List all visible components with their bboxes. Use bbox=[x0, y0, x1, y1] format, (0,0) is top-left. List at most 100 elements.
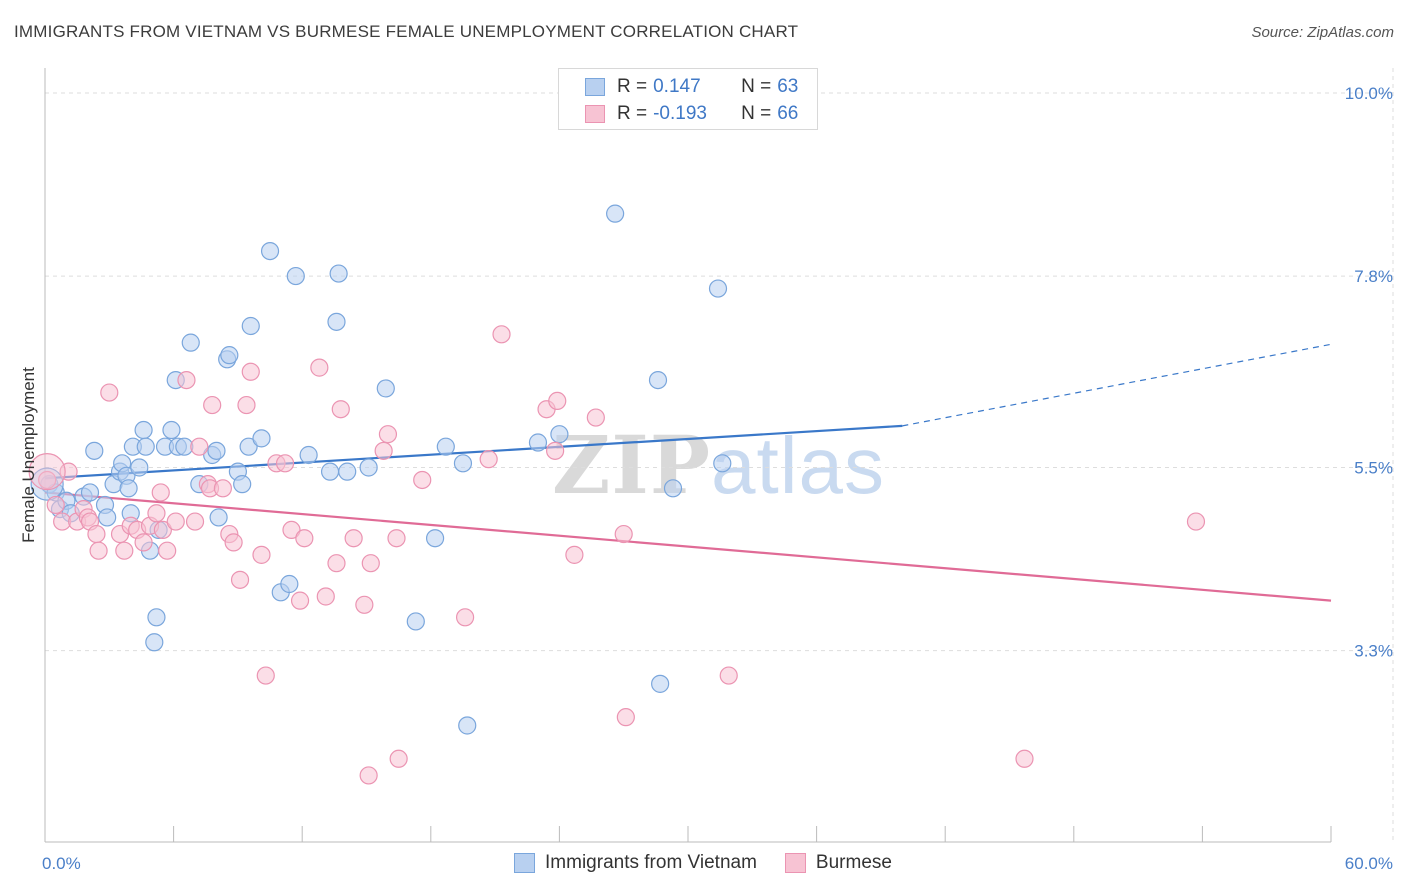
data-point bbox=[275, 454, 295, 473]
data-point bbox=[614, 524, 633, 544]
data-point bbox=[290, 591, 310, 610]
data-point bbox=[565, 545, 584, 564]
trend-line-burmese bbox=[44, 491, 1332, 602]
data-point bbox=[89, 541, 108, 560]
data-point bbox=[153, 520, 172, 540]
trend-line-vietnam bbox=[44, 424, 903, 480]
legend-swatch-vietnam bbox=[585, 78, 605, 96]
legend-n-label: N = bbox=[741, 76, 772, 97]
axes bbox=[44, 68, 1332, 843]
data-point bbox=[1186, 512, 1206, 531]
x-tick-label: 60.0% bbox=[1345, 854, 1393, 873]
series-burmese-points bbox=[28, 325, 1206, 785]
data-point bbox=[374, 441, 393, 460]
data-point bbox=[327, 554, 346, 573]
data-point bbox=[606, 204, 625, 223]
data-point bbox=[387, 529, 406, 548]
data-point bbox=[338, 462, 357, 481]
data-point bbox=[185, 512, 205, 531]
data-point bbox=[115, 541, 134, 560]
legend-swatch-burmese bbox=[585, 105, 605, 123]
data-point bbox=[209, 508, 228, 527]
legend-r-value: 0.147 bbox=[653, 76, 701, 97]
data-point bbox=[331, 400, 350, 419]
data-point bbox=[299, 445, 318, 465]
x-tick-label: 0.0% bbox=[42, 854, 81, 873]
data-point bbox=[158, 541, 177, 560]
data-point bbox=[28, 453, 66, 491]
data-point bbox=[162, 420, 181, 440]
data-point bbox=[295, 529, 314, 548]
data-point bbox=[327, 312, 346, 331]
data-point bbox=[413, 470, 432, 490]
data-point bbox=[586, 408, 605, 427]
data-point bbox=[550, 425, 569, 444]
y-axis-label: Female Unemployment bbox=[19, 367, 38, 543]
data-point bbox=[425, 529, 445, 548]
legend-row-vietnam: R = 0.147 N = 63 bbox=[585, 75, 816, 99]
source-label: Source: ZipAtlas.com bbox=[1251, 24, 1394, 41]
data-point bbox=[230, 570, 250, 589]
data-point bbox=[329, 264, 348, 283]
correlation-legend: R = 0.147 N = 63 R = -0.193 N = 66 bbox=[558, 68, 818, 130]
data-point bbox=[479, 450, 498, 469]
data-point bbox=[256, 666, 275, 685]
data-point bbox=[546, 441, 565, 460]
legend-swatch-burmese bbox=[784, 853, 806, 873]
data-point bbox=[359, 458, 378, 477]
data-point bbox=[87, 524, 106, 544]
data-point bbox=[220, 346, 239, 365]
data-point bbox=[207, 441, 226, 460]
data-point bbox=[286, 266, 305, 286]
data-point bbox=[136, 437, 155, 456]
data-point bbox=[528, 433, 548, 452]
data-point bbox=[252, 429, 271, 448]
data-point bbox=[359, 766, 378, 785]
legend-n-value: 66 bbox=[777, 103, 799, 124]
series-legend: Immigrants from Vietnam Burmese bbox=[0, 852, 1406, 874]
data-point bbox=[548, 391, 567, 411]
data-point bbox=[46, 495, 65, 515]
legend-label-burmese: Burmese bbox=[815, 852, 892, 873]
data-point bbox=[203, 395, 222, 415]
legend-r-label: R = bbox=[617, 103, 648, 124]
series-vietnam-points bbox=[30, 204, 732, 735]
y-tick-label: 7.8% bbox=[1354, 267, 1393, 286]
data-point bbox=[1015, 749, 1034, 768]
data-point bbox=[239, 437, 258, 456]
trend-lines bbox=[44, 343, 1332, 602]
data-point bbox=[436, 437, 455, 456]
legend-swatch-vietnam bbox=[514, 853, 536, 873]
legend-item-burmese: Burmese bbox=[784, 852, 892, 874]
data-point bbox=[252, 545, 271, 564]
data-point bbox=[378, 425, 398, 444]
data-point bbox=[147, 504, 166, 523]
data-point bbox=[616, 708, 635, 727]
data-point bbox=[663, 479, 683, 498]
trend-line-vietnam-extension bbox=[902, 343, 1332, 427]
data-point bbox=[130, 458, 149, 477]
data-point bbox=[237, 395, 256, 415]
data-point bbox=[80, 483, 100, 502]
legend-r-value: -0.193 bbox=[653, 103, 707, 124]
legend-n-value: 63 bbox=[777, 76, 799, 97]
data-point bbox=[100, 383, 119, 402]
legend-r-label: R = bbox=[617, 76, 648, 97]
data-point bbox=[361, 554, 380, 573]
data-point bbox=[98, 508, 117, 527]
data-point bbox=[455, 608, 475, 627]
data-point bbox=[166, 512, 185, 531]
data-point bbox=[224, 533, 243, 552]
legend-row-burmese: R = -0.193 N = 66 bbox=[585, 102, 816, 126]
data-point bbox=[145, 633, 164, 652]
data-point bbox=[280, 574, 299, 594]
data-point bbox=[316, 587, 335, 606]
y-tick-label: 5.5% bbox=[1354, 458, 1393, 477]
watermark-zip: ZIP bbox=[552, 418, 711, 512]
legend-label-vietnam: Immigrants from Vietnam bbox=[545, 852, 757, 873]
data-point bbox=[453, 454, 473, 473]
data-point bbox=[651, 674, 670, 693]
data-point bbox=[38, 470, 57, 490]
data-point bbox=[713, 454, 732, 473]
